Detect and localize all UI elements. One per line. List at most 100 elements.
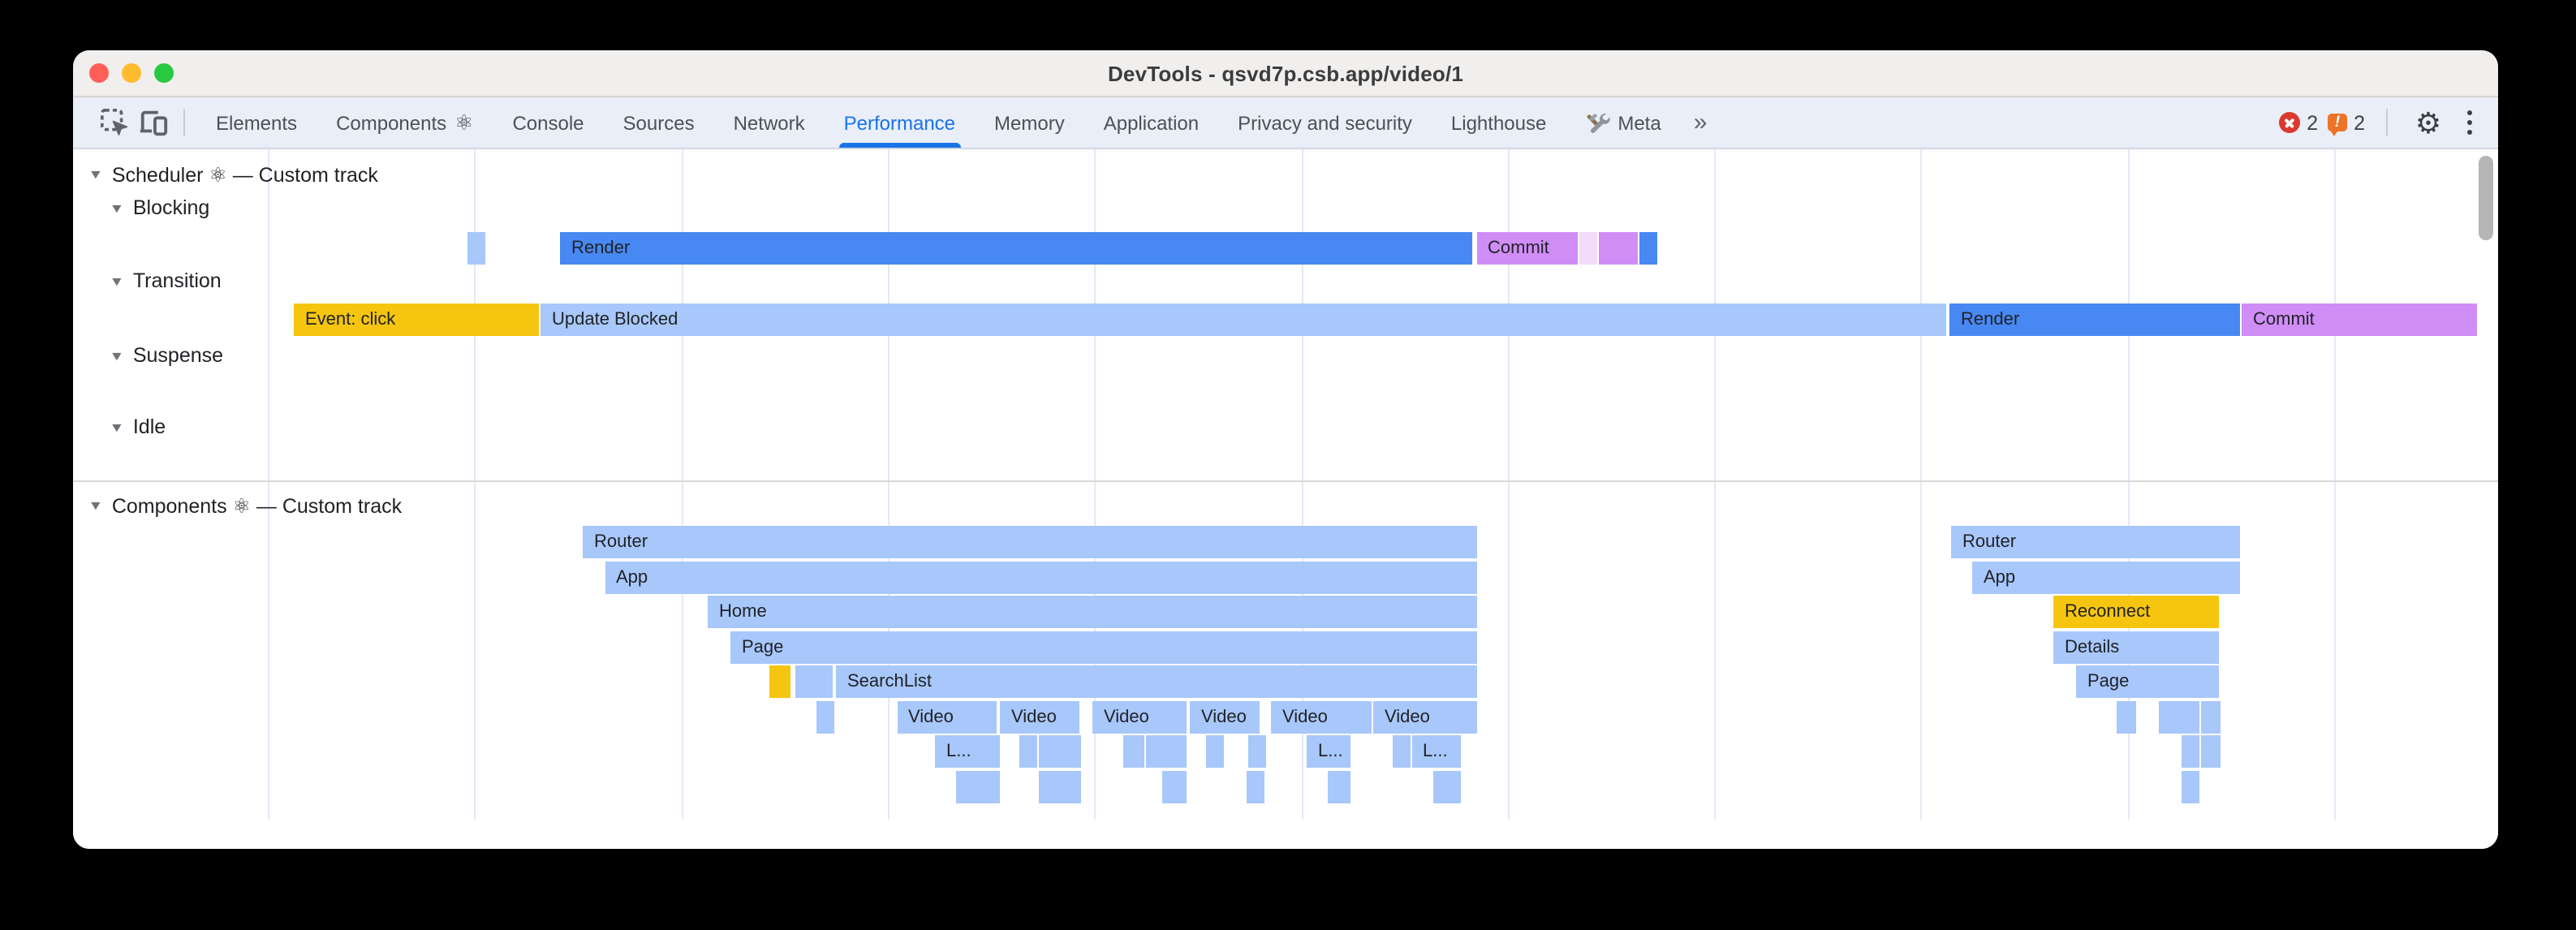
flame-bar-home[interactable]: Home [708,596,1477,628]
collapse-triangle-icon: ▼ [109,273,125,288]
flame-bar[interactable] [1123,735,1144,768]
tab-components[interactable]: Components ⚛ [317,97,493,148]
tab-application[interactable]: Application [1084,97,1218,148]
inspect-element-icon[interactable] [94,103,133,142]
traffic-lights [89,63,174,83]
flame-bar-video[interactable]: Video [1000,701,1079,734]
warning-badge[interactable]: 2 [2328,111,2365,136]
devtools-toolbar: Elements Components ⚛ Console Sources Network… [73,97,2498,149]
more-tabs-chevron-icon[interactable]: » [1693,109,1708,136]
tab-label: Sources [622,111,695,134]
flame-bar-video[interactable]: Video [1190,701,1259,734]
flame-bar[interactable] [2181,771,2199,803]
toolbar-right: 2 2 ⚙ [2279,103,2482,142]
minimize-button[interactable] [122,63,141,83]
error-icon [2279,112,2301,133]
gridline [1714,149,1717,820]
flame-bar[interactable] [1639,232,1657,265]
more-options-icon[interactable] [2458,108,2482,137]
flame-bar-render[interactable]: Render [560,232,1472,265]
flame-bar-video[interactable]: Video [1373,701,1477,734]
tab-network[interactable]: Network [714,97,825,148]
vertical-scrollbar-thumb[interactable] [2479,156,2493,240]
flame-bar[interactable] [795,665,833,698]
flame-bar-details[interactable]: Details [2053,631,2218,664]
flame-bar-video[interactable]: Video [897,701,997,734]
flame-bar-searchlist[interactable]: SearchList [836,665,1477,698]
tab-label: Components [336,111,447,134]
flame-bar-l[interactable]: L... [1307,735,1350,768]
zoom-button[interactable] [154,63,174,83]
flame-bar[interactable] [1205,735,1223,768]
tab-performance[interactable]: Performance [825,97,975,148]
tab-memory[interactable]: Memory [975,97,1084,148]
lane-suspense[interactable]: ▼ Suspense [109,344,223,367]
tab-privacy-and-security[interactable]: Privacy and security [1218,97,1432,148]
flame-bar-event-click[interactable]: Event: click [294,304,538,336]
flame-bar-video[interactable]: Video [1271,701,1371,734]
flame-bar-render[interactable]: Render [1949,304,2240,336]
tab-meta[interactable]: Meta [1566,97,1680,148]
tab-label: Network [733,111,805,134]
flame-bar[interactable] [1162,771,1187,803]
flame-bar[interactable] [2201,735,2220,768]
flame-bar[interactable] [1247,771,1264,803]
error-badge[interactable]: 2 [2279,111,2318,134]
error-count: 2 [2307,111,2319,134]
close-button[interactable] [89,63,109,83]
flame-bar[interactable] [2159,701,2199,734]
flame-bar[interactable] [467,232,485,265]
flame-bar-router[interactable]: Router [583,526,1477,558]
flame-bar[interactable] [2201,701,2220,734]
lane-blocking[interactable]: ▼ Blocking [109,196,209,219]
flame-bar[interactable] [1328,771,1350,803]
warning-count: 2 [2354,111,2365,134]
hammer-wrench-icon [1585,110,1610,135]
flame-bar-reconnect[interactable]: Reconnect [2053,596,2218,628]
track-header-scheduler-label: Scheduler ⚛ — Custom track [111,164,378,187]
flame-bar-l[interactable]: L... [935,735,999,768]
flame-chart[interactable]: ▼ Scheduler ⚛ — Custom track ▼ Components ⚛… [73,149,2498,849]
flame-bar[interactable] [1039,735,1081,768]
flame-bar[interactable] [956,771,1000,803]
flame-bar-commit[interactable]: Commit [1476,232,1577,265]
device-toolbar-icon[interactable] [133,103,172,142]
flame-bar[interactable] [1433,771,1461,803]
tab-sources[interactable]: Sources [604,97,714,148]
track-header-scheduler[interactable]: ▼ Scheduler ⚛ — Custom track [88,162,378,187]
lane-transition[interactable]: ▼ Transition [109,269,221,292]
flame-bar[interactable] [1599,232,1638,265]
tab-console[interactable]: Console [493,97,603,148]
flame-bar[interactable] [2117,701,2136,734]
flame-bar[interactable] [1039,771,1081,803]
flame-bar[interactable] [816,701,834,734]
gridline [1920,149,1923,820]
flame-bar[interactable] [1019,735,1037,768]
lane-idle[interactable]: ▼ Idle [109,415,166,438]
tab-label: Memory [994,111,1065,134]
collapse-triangle-icon: ▼ [109,348,125,363]
collapse-triangle-icon: ▼ [109,420,125,434]
atom-icon: ⚛ [454,110,474,134]
flame-bar-router[interactable]: Router [1951,526,2240,558]
flame-bar-commit[interactable]: Commit [2242,304,2476,336]
tab-elements[interactable]: Elements [196,97,317,148]
tab-label: Application [1103,111,1200,134]
settings-gear-icon[interactable]: ⚙ [2414,106,2442,139]
flame-bar-app[interactable]: App [1972,562,2240,594]
flame-bar[interactable] [1579,232,1597,265]
flame-bar[interactable] [1145,735,1187,768]
flame-bar-page[interactable]: Page [730,631,1477,664]
flame-bar-video[interactable]: Video [1092,701,1186,734]
flame-bar-page[interactable]: Page [2076,665,2219,698]
flame-bar-update-blocked[interactable]: Update Blocked [541,304,1946,336]
flame-bar[interactable] [1247,735,1265,768]
flame-bar-l[interactable]: L... [1411,735,1461,768]
flame-bar[interactable] [2182,735,2199,768]
flame-bar-app[interactable]: App [605,562,1477,594]
flame-bar[interactable] [769,665,790,698]
tab-lighthouse[interactable]: Lighthouse [1432,97,1566,148]
flame-bar[interactable] [1392,735,1410,768]
track-header-components[interactable]: ▼ Components ⚛ — Custom track [88,493,402,518]
